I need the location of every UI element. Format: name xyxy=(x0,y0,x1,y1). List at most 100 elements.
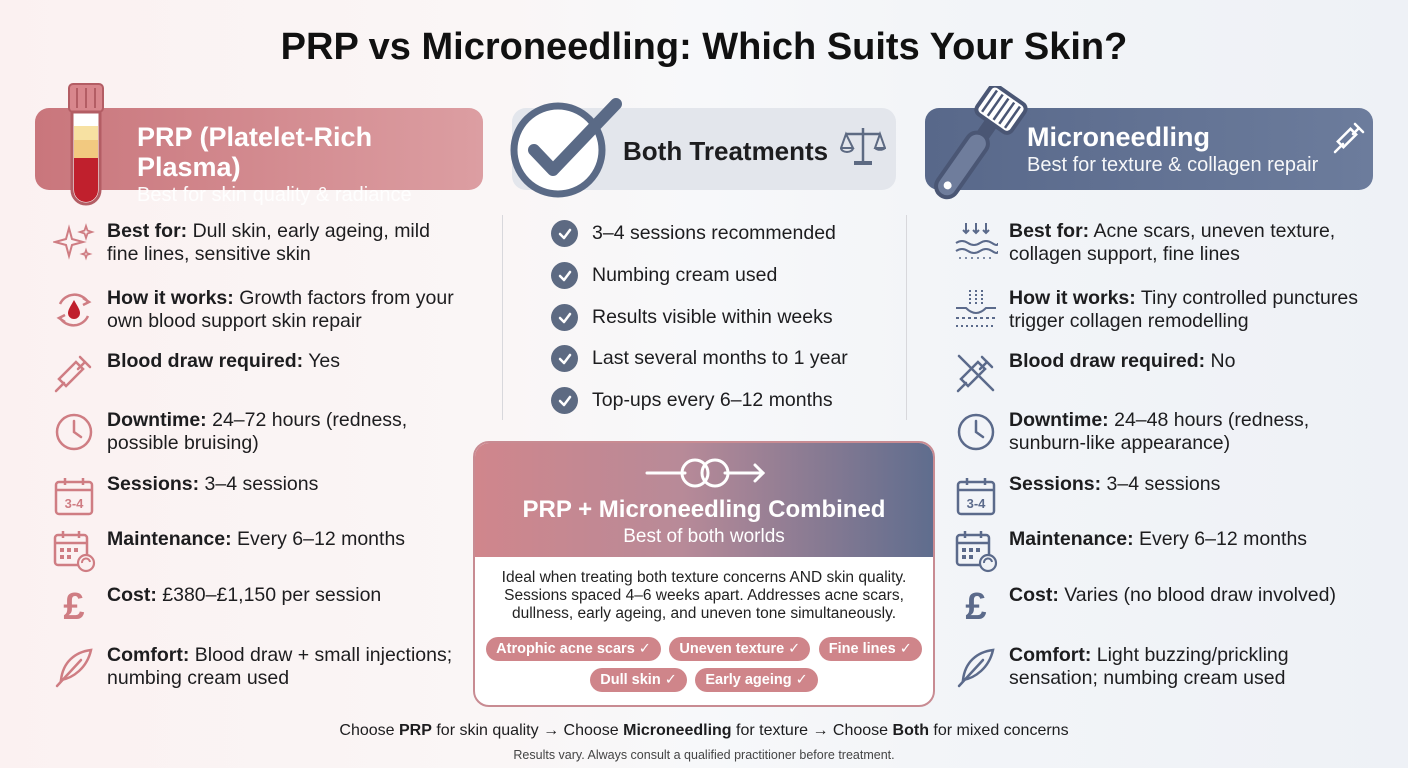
derma-roller-icon xyxy=(934,86,1028,200)
mn-value-blood-draw: No xyxy=(1210,350,1236,372)
disclaimer: Results vary. Always consult a qualified… xyxy=(513,748,895,762)
prp-value-how-it-works: Growth factors from your own blood suppo… xyxy=(107,287,454,332)
footer-part-3: for texture → Choose xyxy=(731,722,893,739)
pound-icon: £ xyxy=(965,585,987,628)
check-icon xyxy=(551,262,578,289)
sparkle-icon xyxy=(53,223,95,261)
syringe-icon xyxy=(54,355,92,393)
no-syringe-icon xyxy=(956,354,995,393)
prp-value-sessions: 3–4 sessions xyxy=(204,473,319,495)
prp-label-maintenance: Maintenance: xyxy=(107,528,232,550)
prp-value-downtime: 24–72 hours (redness, possible bruising) xyxy=(107,409,408,454)
prp-label-how-it-works: How it works: xyxy=(107,287,234,309)
calendar-repeat-icon xyxy=(955,531,998,573)
prp-header-subtitle: Best for skin quality & radiance xyxy=(137,184,412,206)
prp-header-title: PRP (Platelet-Rich Plasma) xyxy=(137,122,373,182)
both-item: Numbing cream used xyxy=(551,262,777,289)
pound-icon: £ xyxy=(63,585,85,628)
scales-icon xyxy=(840,128,886,165)
both-item-text: Top-ups every 6–12 months xyxy=(592,389,833,411)
concern-chip: Atrophic acne scars ✓ xyxy=(486,637,661,661)
check-icon xyxy=(551,345,578,372)
prp-value-best-for: Dull skin, early ageing, mild fine lines… xyxy=(107,220,430,265)
calendar-repeat-icon xyxy=(53,531,96,573)
concern-chip: Dull skin ✓ xyxy=(590,668,687,692)
column-divider-right xyxy=(906,215,907,420)
both-item: Results visible within weeks xyxy=(551,304,833,331)
mn-value-sessions: 3–4 sessions xyxy=(1106,473,1221,495)
both-item-text: Last several months to 1 year xyxy=(592,347,848,369)
feather-icon xyxy=(55,648,93,688)
prp-label-best-for: Best for: xyxy=(107,220,188,242)
page-title: PRP vs Microneedling: Which Suits Your S… xyxy=(280,26,1128,68)
microneedling-header-title: Microneedling xyxy=(1027,122,1211,152)
mn-row-maintenance: Maintenance: Every 6–12 months xyxy=(953,528,1359,574)
prp-label-comfort: Comfort: xyxy=(107,644,190,666)
skin-layers-icon xyxy=(955,223,998,259)
mn-value-cost: Varies (no blood draw involved) xyxy=(1064,584,1336,606)
mn-value-best-for: Acne scars, uneven texture, collagen sup… xyxy=(1009,220,1336,265)
prp-row-how-it-works: How it works: Growth factors from your o… xyxy=(51,287,457,333)
blood-tube-icon xyxy=(68,83,104,206)
mn-label-maintenance: Maintenance: xyxy=(1009,528,1134,550)
footer-microneedling: Microneedling xyxy=(623,722,732,739)
clock-icon xyxy=(55,413,93,451)
clock-icon xyxy=(957,413,995,451)
footer-part-1: Choose xyxy=(339,722,399,739)
calendar-icon: 3-4 xyxy=(956,478,996,516)
footer-both: Both xyxy=(892,722,929,739)
mn-label-sessions: Sessions: xyxy=(1009,473,1102,495)
prp-label-cost: Cost: xyxy=(107,584,157,606)
mn-row-blood-draw: Blood draw required: No xyxy=(953,350,1359,396)
both-item-text: 3–4 sessions recommended xyxy=(592,222,836,244)
prp-label-sessions: Sessions: xyxy=(107,473,200,495)
footer-prp: PRP xyxy=(399,722,432,739)
calendar-icon-text: 3-4 xyxy=(65,496,85,511)
combined-title: PRP + Microneedling Combined xyxy=(522,496,886,523)
linked-rings-arrow-icon xyxy=(645,458,766,488)
mn-row-cost: £ Cost: Varies (no blood draw involved) xyxy=(953,584,1359,630)
feather-icon xyxy=(957,648,995,688)
mn-label-cost: Cost: xyxy=(1009,584,1059,606)
microneedling-header-subtitle: Best for texture & collagen repair xyxy=(1027,154,1319,176)
mn-value-how-it-works: Tiny controlled punctures trigger collag… xyxy=(1009,287,1358,332)
mn-row-best-for: Best for: Acne scars, uneven texture, co… xyxy=(953,220,1359,266)
prp-header: PRP (Platelet-Rich Plasma) Best for skin… xyxy=(35,108,483,206)
chips-row-2: Dull skin ✓ Early ageing ✓ xyxy=(475,668,933,692)
mn-row-sessions: 3-4 Sessions: 3–4 sessions xyxy=(953,473,1359,519)
column-divider-left xyxy=(502,215,503,420)
prp-row-comfort: Comfort: Blood draw + small injections; … xyxy=(51,644,457,690)
prp-row-best-for: Best for: Dull skin, early ageing, mild … xyxy=(51,220,457,266)
skin-puncture-icon xyxy=(956,290,996,327)
syringe-small-icon xyxy=(1333,122,1365,154)
both-item-text: Results visible within weeks xyxy=(592,306,833,328)
concern-chip: Uneven texture ✓ xyxy=(669,637,811,661)
mn-value-downtime: 24–48 hours (redness, sunburn-like appea… xyxy=(1009,409,1310,454)
check-icon xyxy=(551,387,578,414)
prp-value-cost: £380–£1,150 per session xyxy=(162,584,382,606)
footer-part-2: for skin quality → Choose xyxy=(431,722,624,739)
calendar-icon: 3-4 xyxy=(54,478,94,516)
mn-row-how-it-works: How it works: Tiny controlled punctures … xyxy=(953,287,1359,333)
prp-label-downtime: Downtime: xyxy=(107,409,207,431)
mn-value-comfort: Light buzzing/prickling sensation; numbi… xyxy=(1009,644,1289,689)
prp-row-downtime: Downtime: 24–72 hours (redness, possible… xyxy=(51,409,457,455)
prp-value-comfort: Blood draw + small injections; numbing c… xyxy=(107,644,453,689)
calendar-icon-text: 3-4 xyxy=(967,496,987,511)
check-icon xyxy=(551,220,578,247)
mn-label-best-for: Best for: xyxy=(1009,220,1090,242)
blood-cycle-icon xyxy=(56,293,92,327)
mn-label-comfort: Comfort: xyxy=(1009,644,1092,666)
mn-label-blood-draw: Blood draw required: xyxy=(1009,350,1206,372)
mn-row-comfort: Comfort: Light buzzing/prickling sensati… xyxy=(953,644,1359,690)
prp-row-sessions: 3-4 Sessions: 3–4 sessions xyxy=(51,473,457,519)
prp-label-blood-draw: Blood draw required: xyxy=(107,350,304,372)
mn-value-maintenance: Every 6–12 months xyxy=(1139,528,1308,550)
prp-row-maintenance: Maintenance: Every 6–12 months xyxy=(51,528,457,574)
chips-row-1: Atrophic acne scars ✓ Uneven texture ✓ F… xyxy=(475,637,933,661)
big-check-icon xyxy=(510,98,622,198)
both-header-title: Both Treatments xyxy=(623,136,829,166)
mn-label-how-it-works: How it works: xyxy=(1009,287,1136,309)
combined-header: PRP + Microneedling Combined Best of bot… xyxy=(475,443,933,557)
footer-part-4: for mixed concerns xyxy=(928,722,1069,739)
